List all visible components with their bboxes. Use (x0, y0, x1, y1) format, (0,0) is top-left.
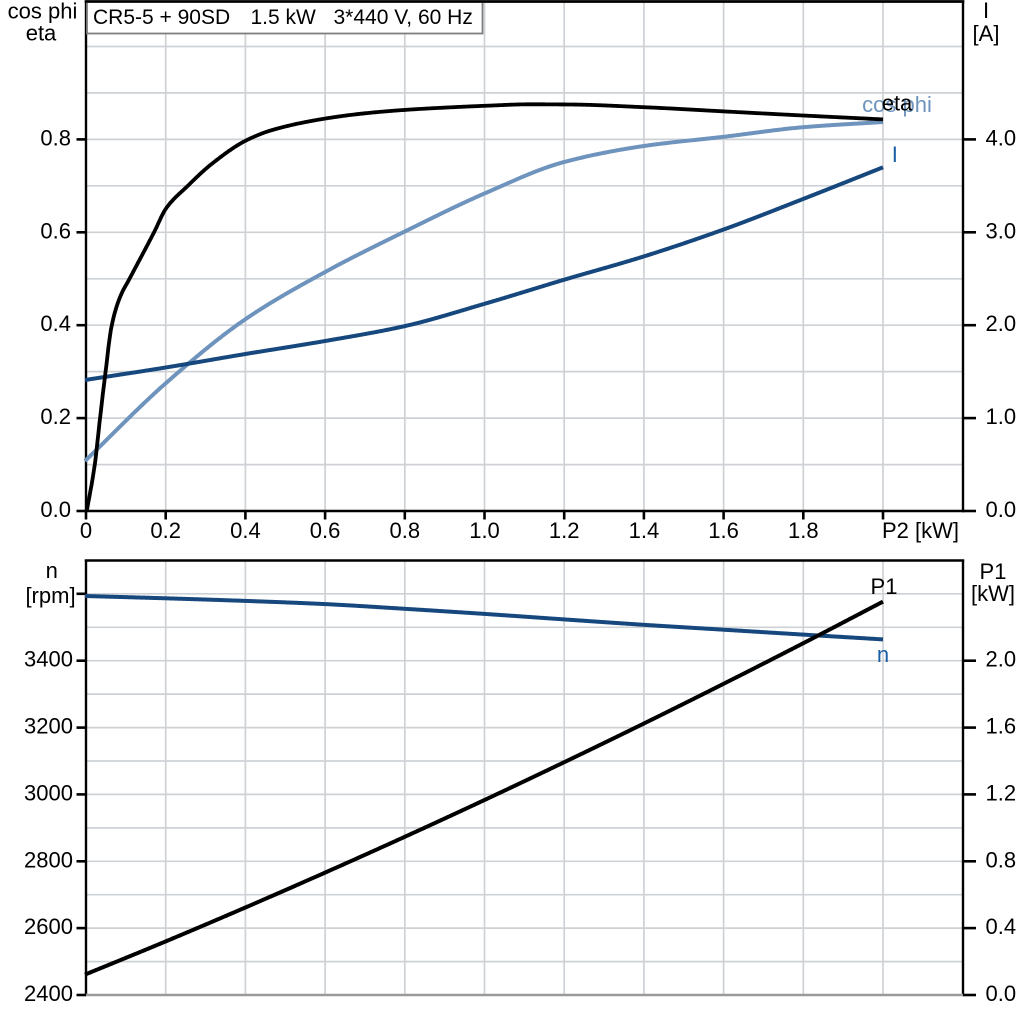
svg-text:2600: 2600 (24, 914, 73, 939)
svg-text:0.2: 0.2 (40, 404, 71, 429)
svg-text:2.0: 2.0 (986, 311, 1017, 336)
svg-text:eta: eta (882, 91, 913, 116)
svg-text:0.6: 0.6 (310, 518, 341, 543)
svg-text:0.6: 0.6 (40, 218, 71, 243)
svg-text:[kW]: [kW] (971, 581, 1015, 606)
svg-text:1.5 kW: 1.5 kW (251, 6, 317, 29)
svg-text:0.4: 0.4 (230, 518, 261, 543)
svg-text:3200: 3200 (24, 714, 73, 739)
svg-text:0.0: 0.0 (40, 497, 71, 522)
svg-text:0.2: 0.2 (150, 518, 181, 543)
svg-text:1.6: 1.6 (708, 518, 739, 543)
svg-text:0.0: 0.0 (986, 981, 1017, 1006)
svg-text:0.4: 0.4 (40, 311, 71, 336)
svg-text:n: n (877, 642, 889, 667)
svg-text:3*440 V, 60 Hz: 3*440 V, 60 Hz (334, 6, 473, 29)
svg-text:eta: eta (26, 21, 57, 46)
svg-text:0: 0 (80, 518, 92, 543)
svg-text:0.0: 0.0 (986, 497, 1017, 522)
svg-text:cos phi: cos phi (8, 0, 78, 24)
svg-text:2.0: 2.0 (986, 647, 1017, 672)
svg-text:1.0: 1.0 (469, 518, 500, 543)
svg-text:1.2: 1.2 (549, 518, 580, 543)
svg-text:0.8: 0.8 (390, 518, 421, 543)
svg-text:0.8: 0.8 (986, 847, 1017, 872)
svg-text:1.6: 1.6 (986, 714, 1017, 739)
svg-text:1.8: 1.8 (788, 518, 819, 543)
svg-text:0.4: 0.4 (986, 914, 1017, 939)
svg-text:1.4: 1.4 (629, 518, 660, 543)
svg-text:3400: 3400 (24, 647, 73, 672)
svg-text:I: I (983, 0, 989, 23)
svg-text:n: n (46, 558, 58, 583)
svg-text:1.0: 1.0 (986, 404, 1017, 429)
svg-text:1.2: 1.2 (986, 780, 1017, 805)
svg-text:cos phi: cos phi (862, 92, 932, 117)
svg-text:P1: P1 (980, 559, 1007, 584)
svg-text:2800: 2800 (24, 847, 73, 872)
svg-text:2400: 2400 (24, 981, 73, 1006)
svg-text:CR5-5 + 90SD: CR5-5 + 90SD (93, 6, 230, 29)
svg-text:3.0: 3.0 (986, 218, 1017, 243)
svg-text:P2 [kW]: P2 [kW] (882, 518, 959, 543)
svg-text:4.0: 4.0 (986, 125, 1017, 150)
svg-text:0.8: 0.8 (40, 125, 71, 150)
svg-text:[rpm]: [rpm] (25, 583, 75, 608)
svg-text:[A]: [A] (973, 21, 1000, 46)
svg-text:I: I (892, 142, 898, 167)
svg-text:P1: P1 (871, 574, 898, 599)
svg-text:3000: 3000 (24, 780, 73, 805)
